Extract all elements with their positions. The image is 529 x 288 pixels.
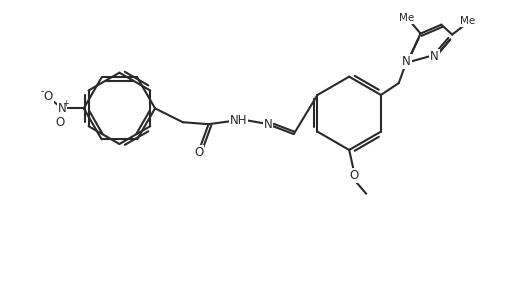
- Text: -: -: [40, 86, 44, 96]
- Text: O: O: [194, 146, 203, 160]
- Text: Me: Me: [399, 13, 414, 23]
- Text: O: O: [350, 169, 359, 182]
- Text: NH: NH: [230, 114, 247, 127]
- Text: N: N: [402, 55, 411, 68]
- Text: N: N: [263, 118, 272, 131]
- Text: O: O: [56, 116, 65, 129]
- Text: O: O: [43, 90, 53, 103]
- Text: N: N: [58, 102, 66, 115]
- Text: +: +: [62, 99, 69, 108]
- Text: Me: Me: [460, 16, 476, 26]
- Text: N: N: [430, 50, 439, 63]
